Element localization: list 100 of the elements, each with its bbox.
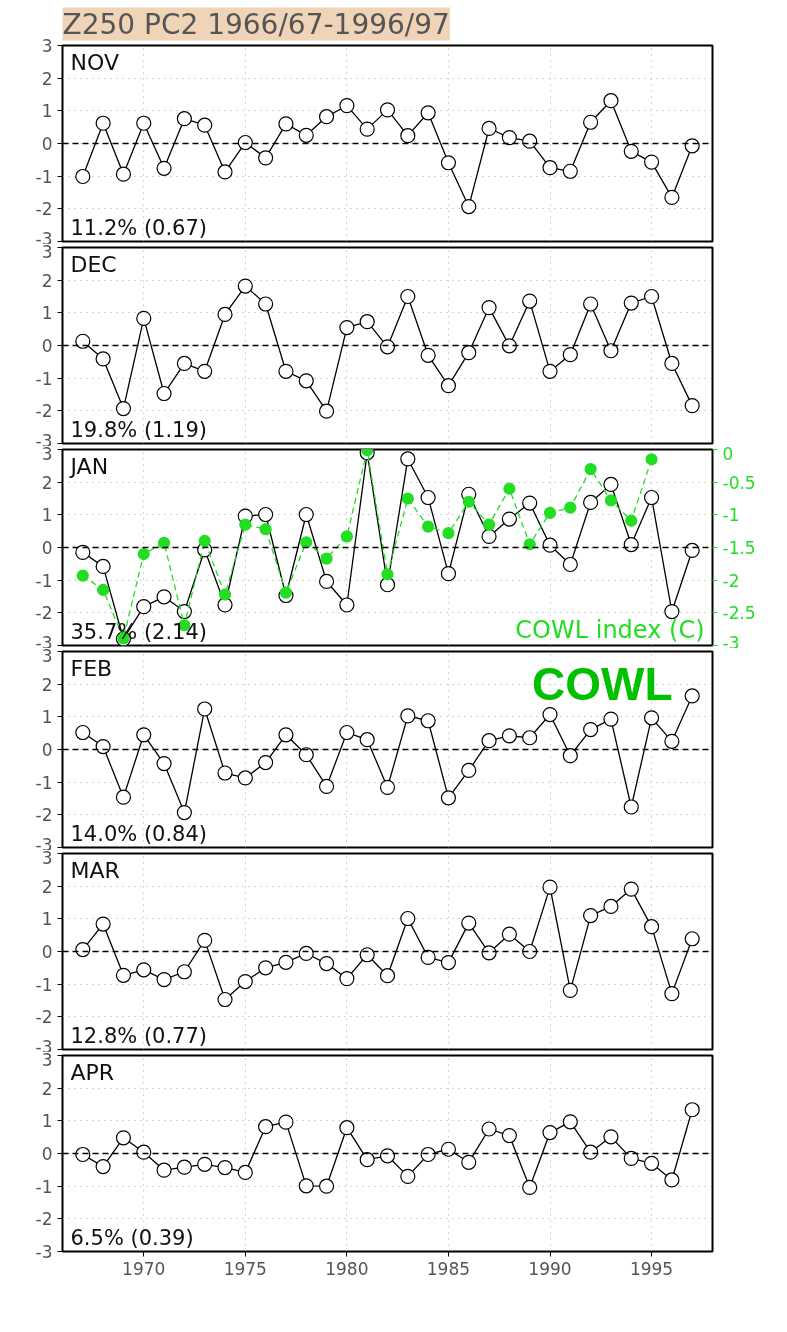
point	[340, 530, 353, 543]
point	[501, 130, 517, 146]
point	[664, 1172, 680, 1188]
point	[523, 538, 536, 551]
annotation: COWL	[531, 657, 673, 710]
point	[176, 355, 192, 372]
point	[603, 898, 619, 915]
point	[176, 964, 192, 980]
point	[176, 1159, 192, 1175]
point	[462, 495, 475, 508]
point	[461, 915, 477, 931]
point	[583, 721, 599, 738]
point	[623, 143, 639, 159]
point	[95, 558, 111, 575]
point	[298, 373, 314, 389]
x-tick-label: 1995	[629, 1258, 674, 1279]
point	[461, 762, 477, 778]
point	[115, 1130, 132, 1146]
point	[217, 991, 233, 1008]
y-tick-label: -1	[35, 1176, 53, 1197]
point	[420, 105, 436, 121]
annotation: APR	[70, 1059, 115, 1085]
point	[75, 333, 91, 349]
point	[318, 778, 335, 794]
y-tick-label: 2	[41, 876, 53, 897]
point	[318, 109, 335, 125]
point	[562, 748, 578, 764]
point	[136, 962, 152, 978]
point	[400, 451, 416, 467]
point	[318, 573, 335, 590]
point	[583, 494, 599, 511]
point	[501, 926, 517, 942]
point	[115, 400, 132, 417]
annotation: FEB	[70, 655, 113, 681]
point	[318, 403, 335, 419]
point	[157, 536, 171, 550]
point	[339, 319, 355, 336]
point	[278, 727, 294, 743]
point	[198, 534, 211, 548]
point	[603, 343, 619, 359]
y-tick-label: -1	[35, 772, 53, 793]
point	[156, 755, 172, 772]
point	[522, 293, 538, 309]
point	[542, 160, 558, 176]
point	[684, 1102, 700, 1118]
point	[623, 1150, 639, 1166]
point	[156, 385, 172, 402]
x-tick-label: 1990	[528, 1258, 572, 1279]
point	[137, 547, 150, 561]
point	[643, 710, 660, 726]
point	[440, 378, 457, 394]
point	[115, 166, 132, 182]
y-tick-label: -1	[35, 166, 53, 187]
point	[217, 597, 233, 613]
point	[136, 115, 152, 131]
point	[583, 907, 599, 924]
point	[564, 501, 577, 514]
point	[379, 779, 396, 795]
y-tick-label: 1	[41, 101, 53, 122]
point	[461, 198, 477, 215]
annotation: 14.0% (0.84)	[70, 821, 208, 846]
point	[440, 155, 457, 171]
annotation: 12.8% (0.77)	[70, 1023, 208, 1048]
point	[603, 93, 619, 109]
point	[258, 1119, 274, 1135]
point	[542, 879, 558, 895]
point	[501, 511, 517, 527]
y-tick-label: 1	[41, 1111, 53, 1132]
point	[603, 1129, 619, 1145]
point	[339, 1120, 355, 1136]
point	[440, 1141, 457, 1157]
point	[318, 956, 335, 972]
point	[684, 398, 700, 414]
point	[542, 1125, 558, 1141]
point	[643, 154, 660, 170]
point	[481, 945, 497, 961]
point	[95, 1158, 111, 1175]
point	[156, 972, 172, 988]
point	[481, 300, 497, 316]
point	[542, 363, 558, 379]
point	[95, 351, 111, 367]
point	[379, 968, 396, 984]
point	[643, 1155, 660, 1171]
y2-tick-label: -3	[722, 632, 740, 653]
point	[218, 588, 232, 601]
point	[584, 463, 597, 476]
point	[278, 116, 294, 132]
point	[217, 1159, 233, 1176]
y-tick-label: -2	[35, 1209, 53, 1230]
point	[442, 527, 455, 540]
point	[684, 931, 700, 947]
point	[359, 1152, 375, 1168]
point	[481, 1121, 497, 1137]
point	[420, 1146, 436, 1163]
point	[75, 168, 91, 185]
point	[420, 949, 436, 965]
y-tick-label: -3	[35, 1242, 53, 1262]
point	[298, 127, 314, 143]
point	[623, 881, 639, 897]
point	[298, 747, 314, 763]
